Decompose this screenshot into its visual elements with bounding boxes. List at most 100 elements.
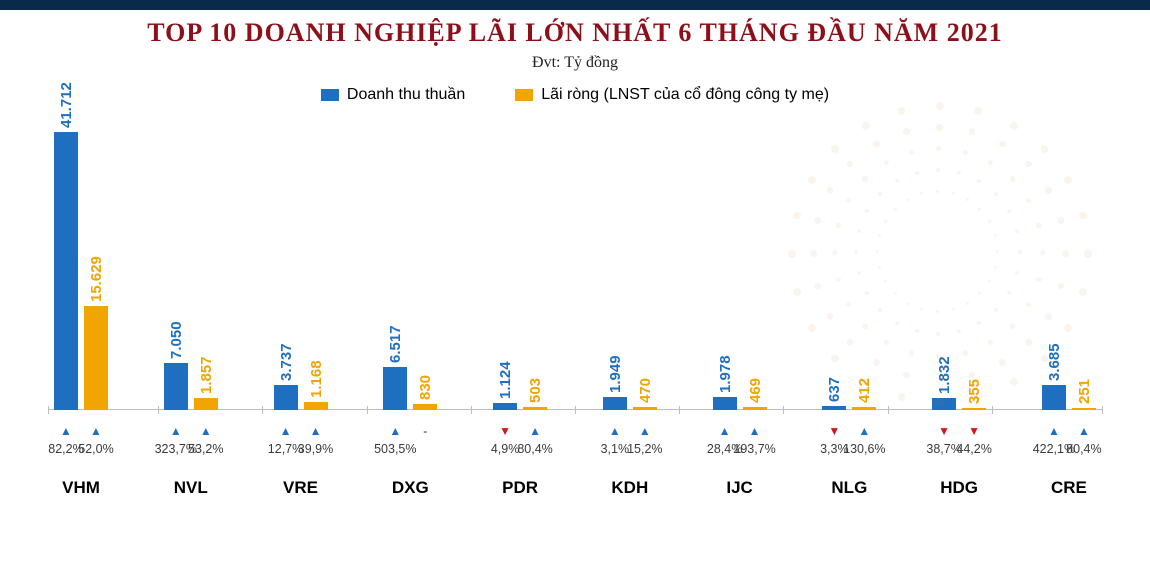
pct-group: 38,7%44,2% [932, 442, 986, 460]
pct-label: 130,6% [852, 442, 876, 460]
delta-pct-row: 82,2% 52,0% 323,7%53,2% 12,7% 39,9% 503,5% 4,9… [54, 442, 1096, 460]
arrow-down-icon: ▼ [932, 424, 956, 438]
pct-group: 323,7%53,2% [164, 442, 218, 460]
bar: 1.168 [304, 402, 328, 410]
arrow-up-icon: ▲ [383, 424, 407, 438]
category-label: PDR [493, 478, 547, 498]
bar-value-label: 637 [826, 377, 843, 402]
delta-group: ▲▲ [1042, 424, 1096, 438]
chart-subtitle: Đvt: Tỷ đồng [20, 54, 1130, 72]
bar: 1.832 [932, 398, 956, 410]
arrow-down-icon: ▼ [493, 424, 517, 438]
bar-group: 6.517 830 [383, 367, 437, 410]
bar: 470 [633, 407, 657, 410]
dash-icon: - [413, 424, 437, 438]
bar: 7.050 [164, 363, 188, 410]
category-label: VHM [54, 478, 108, 498]
pct-label: 503,5% [383, 442, 407, 460]
arrow-up-icon: ▲ [743, 424, 767, 438]
legend: Doanh thu thuần Lãi ròng (LNST của cổ đô… [20, 86, 1130, 104]
bar-group: 41.71215.629 [54, 132, 108, 410]
category-label: CRE [1042, 478, 1096, 498]
delta-group: ▼▲ [493, 424, 547, 438]
pct-label: 52,0% [84, 442, 108, 460]
bar-value-label: 355 [966, 379, 983, 404]
bar: 637 [822, 406, 846, 410]
arrow-up-icon: ▲ [852, 424, 876, 438]
category-label: NLG [822, 478, 876, 498]
legend-swatch-profit [515, 89, 533, 101]
delta-arrows-row: ▲▲▲▲▲▲▲-▼▲▲▲▲▲▼▲▼▼▲▲ [54, 424, 1096, 438]
legend-label-revenue: Doanh thu thuần [347, 86, 465, 104]
category-label: VRE [274, 478, 328, 498]
arrow-up-icon: ▲ [54, 424, 78, 438]
delta-group: ▼▼ [932, 424, 986, 438]
bar: 1.949 [603, 397, 627, 410]
bar: 15.629 [84, 306, 108, 410]
category-label: HDG [932, 478, 986, 498]
delta-group: ▲▲ [164, 424, 218, 438]
bar: 3.685 [1042, 385, 1066, 410]
pct-label: 82,2% [54, 442, 78, 460]
pct-label: 39,9% [304, 442, 328, 460]
delta-group: ▲- [383, 424, 437, 438]
pct-label: 80,4% [523, 442, 547, 460]
arrow-up-icon: ▲ [603, 424, 627, 438]
pct-label: 4,9% [493, 442, 517, 460]
pct-label: 193,7% [743, 442, 767, 460]
pct-label: 80,4% [1072, 442, 1096, 460]
bar-group: 7.050 1.857 [164, 363, 218, 410]
bar-value-label: 1.168 [308, 361, 325, 399]
category-label: IJC [713, 478, 767, 498]
bar: 830 [413, 404, 437, 410]
pct-group: 4,9% 80,4% [493, 442, 547, 460]
bar-value-label: 15.629 [88, 256, 105, 302]
pct-group: 3,3%130,6% [822, 442, 876, 460]
arrow-down-icon: ▼ [822, 424, 846, 438]
pct-group: 82,2% 52,0% [54, 442, 108, 460]
pct-group: 28,4%193,7% [713, 442, 767, 460]
bar: 355 [962, 408, 986, 410]
bar-group: 1.978469 [713, 397, 767, 410]
bar-value-label: 251 [1076, 379, 1093, 404]
pct-label: 53,2% [194, 442, 218, 460]
bar-value-label: 470 [637, 378, 654, 403]
bar-value-label: 1.949 [607, 355, 624, 393]
bar-value-label: 3.685 [1046, 344, 1063, 382]
pct-group: 12,7% 39,9% [274, 442, 328, 460]
pct-label: 3,1% [603, 442, 627, 460]
arrow-up-icon: ▲ [1042, 424, 1066, 438]
legend-swatch-revenue [321, 89, 339, 101]
arrow-up-icon: ▲ [304, 424, 328, 438]
arrow-up-icon: ▲ [194, 424, 218, 438]
arrow-up-icon: ▲ [523, 424, 547, 438]
bar-value-label: 830 [417, 375, 434, 400]
delta-group: ▼▲ [822, 424, 876, 438]
bar: 503 [523, 407, 547, 410]
bar-value-label: 1.832 [936, 356, 953, 394]
legend-label-profit: Lãi ròng (LNST của cổ đông công ty mẹ) [541, 86, 829, 104]
bar-value-label: 1.978 [717, 355, 734, 393]
pct-label: 12,7% [274, 442, 298, 460]
arrow-up-icon: ▲ [1072, 424, 1096, 438]
bar-group: 1.124 503 [493, 403, 547, 410]
category-labels-row: VHMNVLVREDXGPDRKDHIJCNLGHDGCRE [54, 478, 1096, 498]
bar-value-label: 503 [527, 378, 544, 403]
bar-value-label: 1.124 [497, 361, 514, 399]
bar: 1.124 [493, 403, 517, 410]
bar-group: 637 412 [822, 406, 876, 410]
bar: 412 [852, 407, 876, 410]
pct-group: 503,5% [383, 442, 437, 460]
bar-value-label: 3.737 [278, 344, 295, 382]
bar-group: 3.685251 [1042, 385, 1096, 410]
pct-group: 3,1%15,2% [603, 442, 657, 460]
bar-value-label: 412 [856, 378, 873, 403]
bar-group: 1.832 355 [932, 398, 986, 410]
pct-group: 422,1%80,4% [1042, 442, 1096, 460]
bar-value-label: 6.517 [387, 325, 404, 363]
bar: 1.857 [194, 398, 218, 410]
bar: 469 [743, 407, 767, 410]
bar: 6.517 [383, 367, 407, 410]
delta-group: ▲▲ [54, 424, 108, 438]
arrow-up-icon: ▲ [164, 424, 188, 438]
